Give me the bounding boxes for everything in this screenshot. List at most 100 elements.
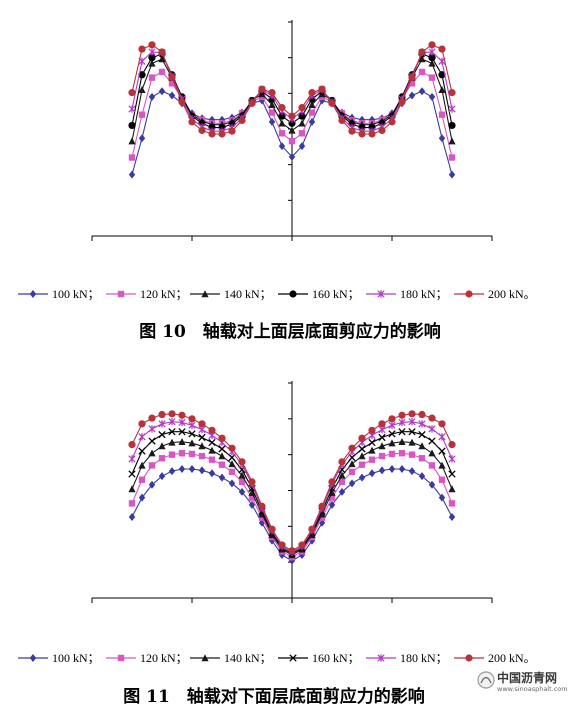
- data-point: [148, 414, 156, 422]
- data-point: [298, 104, 306, 112]
- data-point: [268, 89, 276, 97]
- data-point: [248, 500, 256, 509]
- data-point: [138, 493, 146, 502]
- data-point: [378, 433, 386, 442]
- data-point: [308, 525, 316, 533]
- data-point: [358, 434, 366, 442]
- data-point: [448, 455, 456, 463]
- data-point: [328, 500, 336, 509]
- data-point: [408, 410, 416, 418]
- data-point: [238, 471, 246, 479]
- data-point: [308, 109, 316, 116]
- data-point: [278, 142, 286, 151]
- data-point: [168, 91, 176, 100]
- series-200-kn: [128, 410, 456, 555]
- data-point: [348, 127, 356, 135]
- data-point: [138, 461, 146, 469]
- data-point: [188, 118, 196, 126]
- data-point: [158, 442, 166, 450]
- legend-label: 140 kN；: [224, 651, 272, 665]
- data-point: [428, 480, 436, 489]
- data-point: [158, 410, 166, 419]
- legend-swatch-marker: [465, 290, 473, 298]
- data-point: [418, 420, 426, 428]
- data-point: [408, 428, 416, 436]
- data-point: [168, 80, 176, 87]
- series-100-kn: [128, 465, 456, 565]
- legend-label: 120 kN；: [140, 651, 188, 665]
- data-point: [438, 476, 446, 483]
- data-point: [388, 415, 396, 423]
- data-point: [188, 450, 196, 458]
- data-point: [418, 55, 426, 63]
- data-point: [178, 465, 186, 473]
- legend-item: 140 kN；: [190, 651, 272, 665]
- data-point: [348, 468, 356, 476]
- data-point: [398, 98, 406, 106]
- legend-item: 160 kN；: [278, 287, 360, 301]
- asphalt-logo-icon-mark: [480, 676, 492, 684]
- data-point: [208, 115, 216, 124]
- data-point: [258, 514, 266, 521]
- data-point: [388, 450, 396, 458]
- data-point: [368, 456, 376, 463]
- data-point: [138, 85, 146, 93]
- data-point: [228, 460, 236, 468]
- data-point: [148, 41, 156, 49]
- data-point: [438, 111, 446, 118]
- data-point: [278, 541, 286, 549]
- legend-label: 180 kN；: [400, 287, 448, 301]
- data-point: [348, 444, 356, 452]
- data-point: [268, 117, 276, 126]
- data-point: [338, 478, 346, 486]
- legend-item: 180 kN；: [366, 651, 448, 665]
- data-point: [318, 514, 326, 521]
- data-point: [408, 91, 416, 100]
- data-point: [208, 426, 216, 434]
- data-point: [398, 437, 406, 445]
- data-point: [418, 455, 426, 462]
- data-point: [228, 444, 236, 452]
- data-point: [368, 469, 376, 478]
- legend-label: 200 kN。: [488, 651, 536, 665]
- data-point: [128, 154, 136, 161]
- data-point: [198, 126, 206, 135]
- data-point: [288, 126, 296, 134]
- asphalt-logo-icon: [477, 671, 495, 689]
- data-point: [128, 513, 136, 522]
- legend-swatch-marker: [201, 654, 209, 662]
- data-point: [128, 89, 136, 97]
- data-point: [168, 467, 176, 476]
- data-point: [448, 154, 456, 161]
- data-point: [278, 119, 286, 127]
- data-point: [248, 494, 256, 501]
- legend-label: 100 kN；: [52, 651, 100, 665]
- data-point: [148, 437, 156, 445]
- data-point: [328, 478, 336, 486]
- legend-label: 200 kN。: [488, 287, 536, 301]
- data-point: [228, 479, 236, 488]
- data-point: [438, 493, 446, 502]
- data-point: [438, 447, 446, 455]
- data-point: [388, 465, 396, 473]
- upper-layer-shear-chart: 100 kN； 120 kN； 140 kN； 160 kN； 180 kN； 200 k…: [18, 20, 536, 301]
- data-point: [188, 415, 196, 423]
- legend-label: 140 kN；: [224, 287, 272, 301]
- data-point: [198, 420, 206, 428]
- data-point: [188, 439, 196, 447]
- data-point: [148, 74, 156, 81]
- data-point: [138, 45, 146, 53]
- data-point: [128, 170, 136, 179]
- data-point: [258, 502, 266, 510]
- data-point: [178, 437, 186, 445]
- data-point: [448, 513, 456, 522]
- data-point: [248, 488, 256, 496]
- data-point: [278, 104, 286, 112]
- data-point: [138, 476, 146, 483]
- data-point: [408, 418, 416, 426]
- data-point: [418, 442, 426, 450]
- data-point: [248, 99, 256, 107]
- data-point: [278, 130, 286, 137]
- data-point: [178, 411, 186, 419]
- data-point: [408, 80, 416, 87]
